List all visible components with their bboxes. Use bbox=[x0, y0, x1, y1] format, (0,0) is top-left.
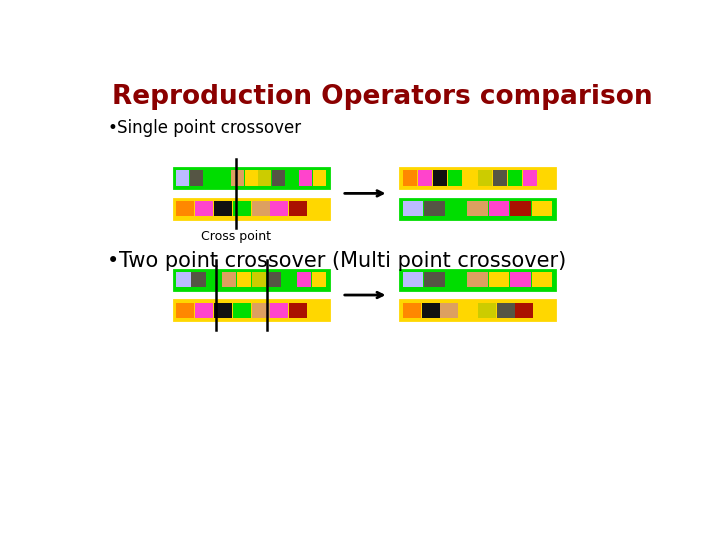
Bar bbox=[308, 303, 326, 318]
Text: Two point crossover (Multi point crossover): Two point crossover (Multi point crossov… bbox=[120, 251, 567, 271]
Bar bbox=[418, 170, 432, 186]
Bar bbox=[402, 303, 420, 318]
Bar bbox=[313, 170, 326, 186]
Bar bbox=[233, 201, 251, 217]
Bar bbox=[534, 303, 552, 318]
Bar bbox=[312, 272, 326, 287]
Bar bbox=[286, 170, 299, 186]
Bar bbox=[174, 168, 329, 188]
Bar bbox=[510, 201, 531, 217]
Bar bbox=[176, 170, 189, 186]
Bar bbox=[478, 170, 492, 186]
Bar bbox=[272, 170, 285, 186]
Bar bbox=[289, 201, 307, 217]
Bar bbox=[531, 201, 552, 217]
Bar bbox=[467, 201, 488, 217]
Bar bbox=[424, 201, 445, 217]
Bar bbox=[400, 199, 555, 219]
Bar bbox=[441, 303, 459, 318]
Bar bbox=[489, 272, 509, 287]
Bar bbox=[214, 303, 232, 318]
Bar bbox=[446, 201, 467, 217]
Bar bbox=[508, 170, 522, 186]
Bar bbox=[251, 303, 269, 318]
Bar bbox=[207, 272, 221, 287]
Bar bbox=[402, 170, 417, 186]
Bar bbox=[538, 170, 552, 186]
Bar bbox=[289, 303, 307, 318]
Bar bbox=[214, 201, 232, 217]
Bar bbox=[266, 272, 281, 287]
Text: •: • bbox=[107, 119, 117, 137]
Bar bbox=[478, 303, 496, 318]
Bar bbox=[297, 272, 311, 287]
Bar bbox=[446, 272, 467, 287]
Bar bbox=[402, 272, 423, 287]
Bar bbox=[300, 170, 312, 186]
Bar bbox=[523, 170, 537, 186]
Bar bbox=[190, 170, 203, 186]
Bar bbox=[308, 201, 326, 217]
Bar bbox=[282, 272, 296, 287]
Bar bbox=[421, 303, 439, 318]
Bar bbox=[424, 272, 445, 287]
Bar bbox=[258, 170, 271, 186]
Bar bbox=[217, 170, 230, 186]
Bar bbox=[251, 272, 266, 287]
Bar bbox=[493, 170, 507, 186]
Bar bbox=[400, 269, 555, 289]
Bar bbox=[204, 170, 217, 186]
Bar bbox=[231, 170, 244, 186]
Bar bbox=[271, 303, 289, 318]
Bar bbox=[516, 303, 534, 318]
Bar bbox=[192, 272, 206, 287]
Bar bbox=[433, 170, 447, 186]
Bar bbox=[195, 303, 213, 318]
Bar bbox=[176, 272, 191, 287]
Bar bbox=[467, 272, 488, 287]
Bar bbox=[510, 272, 531, 287]
Bar bbox=[459, 303, 477, 318]
Bar bbox=[448, 170, 462, 186]
Bar bbox=[174, 269, 329, 289]
Bar bbox=[271, 201, 289, 217]
Bar bbox=[176, 201, 194, 217]
Bar bbox=[222, 272, 235, 287]
Bar bbox=[497, 303, 515, 318]
Bar bbox=[463, 170, 477, 186]
Bar bbox=[251, 201, 269, 217]
Bar bbox=[233, 303, 251, 318]
Bar bbox=[400, 168, 555, 188]
Bar bbox=[489, 201, 509, 217]
Bar bbox=[174, 300, 329, 320]
Text: Reproduction Operators comparison: Reproduction Operators comparison bbox=[112, 84, 652, 110]
Bar bbox=[531, 272, 552, 287]
Text: Single point crossover: Single point crossover bbox=[117, 119, 301, 137]
Bar bbox=[174, 199, 329, 219]
Text: Cross point: Cross point bbox=[201, 231, 271, 244]
Bar bbox=[402, 201, 423, 217]
Bar bbox=[176, 303, 194, 318]
Bar bbox=[195, 201, 213, 217]
Bar bbox=[400, 300, 555, 320]
Text: •: • bbox=[107, 251, 120, 271]
Bar bbox=[245, 170, 258, 186]
Bar bbox=[237, 272, 251, 287]
